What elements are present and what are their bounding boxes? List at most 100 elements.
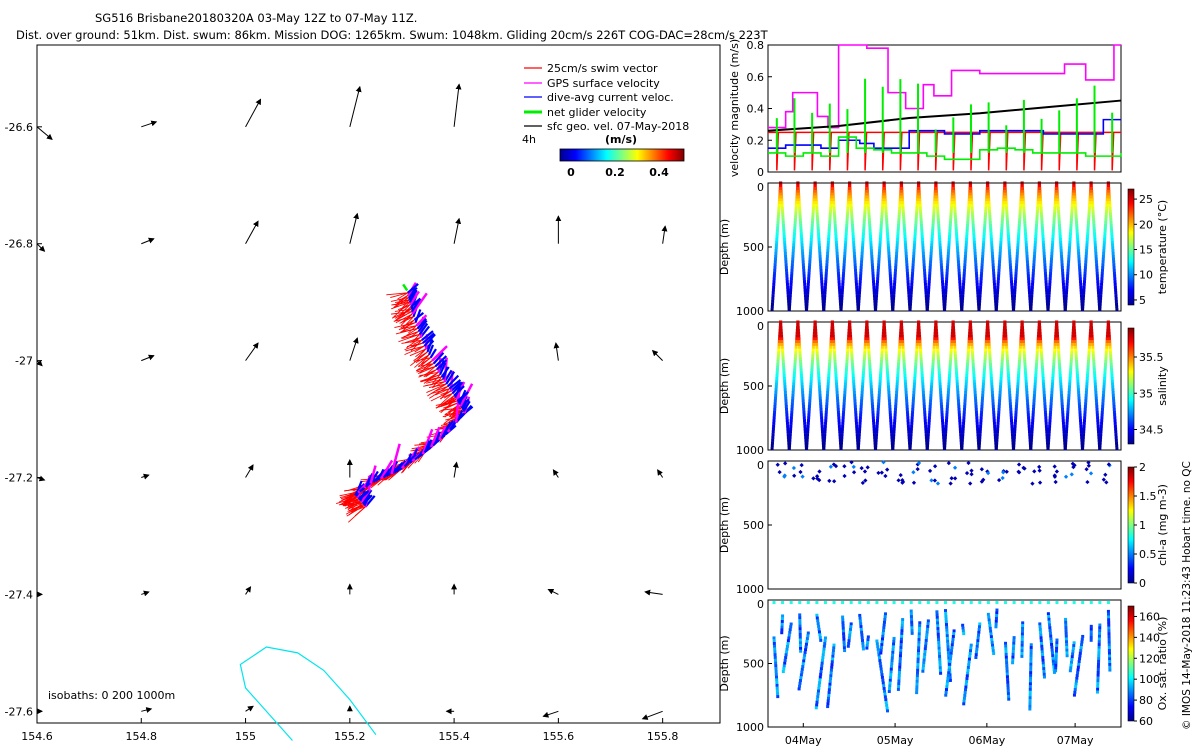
section-point [960, 438, 964, 442]
section-point [962, 699, 966, 703]
section-point [1030, 433, 1034, 437]
section-point [787, 447, 791, 451]
section-point [1037, 320, 1041, 324]
section-point [1101, 393, 1105, 397]
section-point [1046, 305, 1050, 309]
section-point [1002, 334, 1006, 338]
section-point [983, 357, 987, 361]
section-point [1087, 215, 1091, 219]
section-point [1066, 407, 1070, 411]
section-point [1047, 288, 1051, 292]
section-point [924, 644, 928, 648]
section-point [798, 206, 802, 210]
section-point [1115, 305, 1119, 309]
section-point [1051, 229, 1055, 233]
section-point [885, 365, 889, 369]
section-point [842, 646, 846, 650]
section-point [808, 399, 812, 403]
section-point [848, 187, 852, 191]
section-point [971, 223, 975, 227]
section-point [959, 435, 963, 439]
section-point [879, 235, 883, 239]
section-point [867, 218, 871, 222]
section-point [845, 359, 849, 363]
swim-vector [400, 313, 413, 326]
section-point [1014, 416, 1018, 420]
section-point [948, 678, 952, 682]
section-point [1110, 379, 1114, 383]
section-point [774, 257, 778, 261]
section-point [918, 624, 922, 628]
section-point [995, 441, 999, 445]
section-point [821, 430, 825, 434]
section-point [1071, 340, 1075, 344]
section-point [1064, 299, 1068, 303]
gps-vector [369, 465, 377, 484]
section-point [937, 374, 941, 378]
section-point [809, 379, 813, 383]
section-point [957, 404, 961, 408]
section-point [1025, 390, 1029, 394]
section-point [798, 351, 802, 355]
section-point [879, 648, 883, 652]
section-point [1016, 379, 1020, 383]
section-point [1037, 464, 1042, 470]
swim-vector [397, 292, 408, 300]
section-point [799, 235, 803, 239]
section-point [785, 416, 789, 420]
section-point [921, 666, 925, 670]
section-point [881, 629, 885, 633]
section-point [899, 320, 903, 324]
section-point [776, 357, 780, 361]
section-point [1113, 424, 1117, 428]
section-point [807, 404, 811, 408]
section-point [935, 613, 939, 617]
section-point [798, 641, 802, 645]
section-point [782, 374, 786, 378]
section-point [864, 198, 868, 202]
section-point [840, 288, 844, 292]
section-point [970, 204, 974, 208]
section-point [1111, 254, 1115, 258]
section-point [905, 271, 909, 275]
section-point [1112, 410, 1116, 414]
section-point [1003, 323, 1007, 327]
section-point [928, 268, 932, 272]
section-point [950, 343, 954, 347]
section-point [1015, 260, 1019, 264]
section-point [801, 390, 805, 394]
section-point [896, 371, 900, 375]
section-point [847, 641, 851, 645]
section-point [1023, 359, 1027, 363]
section-point [883, 612, 887, 616]
section-point [898, 195, 902, 199]
section-point [927, 419, 931, 423]
section-point [1108, 209, 1112, 213]
section-point [947, 246, 951, 250]
swim-vector [386, 292, 408, 296]
section-point [974, 268, 978, 272]
section-point [922, 399, 926, 403]
section-point [889, 280, 893, 284]
section-point [823, 636, 827, 640]
section-point [998, 249, 1002, 253]
section-point [898, 662, 902, 666]
section-point [836, 404, 840, 408]
section-point [946, 645, 950, 649]
section-point [796, 189, 800, 193]
section-point [938, 668, 942, 672]
section-point [1057, 351, 1061, 355]
section-point [777, 198, 781, 202]
section-point [1047, 433, 1051, 437]
section-point [875, 430, 879, 434]
section-point [1021, 624, 1025, 628]
section-point [843, 393, 847, 397]
section-point [959, 296, 963, 300]
section-point [1057, 357, 1061, 361]
section-point [808, 257, 812, 261]
section-point [895, 243, 899, 247]
section-point [930, 240, 934, 244]
section-point [1036, 345, 1040, 349]
section-point [926, 625, 930, 629]
section-point [933, 195, 937, 199]
